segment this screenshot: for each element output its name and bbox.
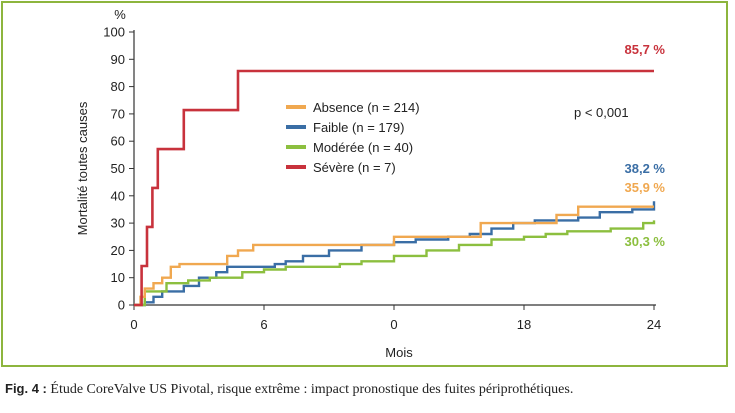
x-axis-label: Mois — [385, 345, 413, 360]
y-tick-label: 70 — [111, 106, 125, 121]
series-end-label-1: 38,2 % — [625, 161, 666, 176]
legend-entry-1: Faible (n = 179) — [313, 120, 404, 135]
figure-frame: 0 10 20 30 40 50 60 70 80 90 100% Mortalité toutes … — [1, 1, 728, 367]
figure-caption: Fig. 4 : Étude CoreValve US Pivotal, ris… — [5, 381, 730, 398]
series-end-label-3: 85,7 % — [625, 42, 666, 57]
y-axis-label: Mortalité toutes causes — [75, 101, 90, 235]
y-tick-label: 30 — [111, 216, 125, 231]
y-tick-label: 80 — [111, 79, 125, 94]
legend-entry-0: Absence (n = 214) — [313, 100, 420, 115]
y-tick-label: 10 — [111, 270, 125, 285]
series-end-label-2: 30,3 % — [625, 234, 666, 249]
series-line-1 — [134, 201, 656, 307]
series-end-label-0: 35,9 % — [625, 180, 666, 195]
caption-figure-number: Fig. 4 : — [5, 381, 47, 396]
legend-entry-2: Modérée (n = 40) — [313, 140, 413, 155]
p-value-annotation: p < 0,001 — [574, 105, 629, 120]
y-tick-label: 20 — [111, 243, 125, 258]
series-line-2 — [134, 220, 656, 307]
series-line-3 — [134, 69, 654, 307]
y-tick-label: 60 — [111, 134, 125, 149]
x-tick-label: 0 — [390, 317, 397, 332]
caption-text: Étude CoreValve US Pivotal, risque extrê… — [50, 382, 574, 397]
y-tick-label: 100 — [103, 25, 125, 40]
x-tick-label: 6 — [260, 317, 267, 332]
y-tick-label: 40 — [111, 188, 125, 203]
x-tick-label: 0 — [130, 317, 137, 332]
y-tick-label: 50 — [111, 161, 125, 176]
y-axis-unit: % — [114, 7, 126, 22]
x-tick-label: 18 — [517, 317, 531, 332]
y-tick-label: 0 — [118, 298, 125, 313]
legend-entry-3: Sévère (n = 7) — [313, 160, 396, 175]
x-tick-label: 24 — [647, 317, 661, 332]
y-tick-label: 90 — [111, 52, 125, 67]
series-line-0 — [134, 205, 654, 307]
